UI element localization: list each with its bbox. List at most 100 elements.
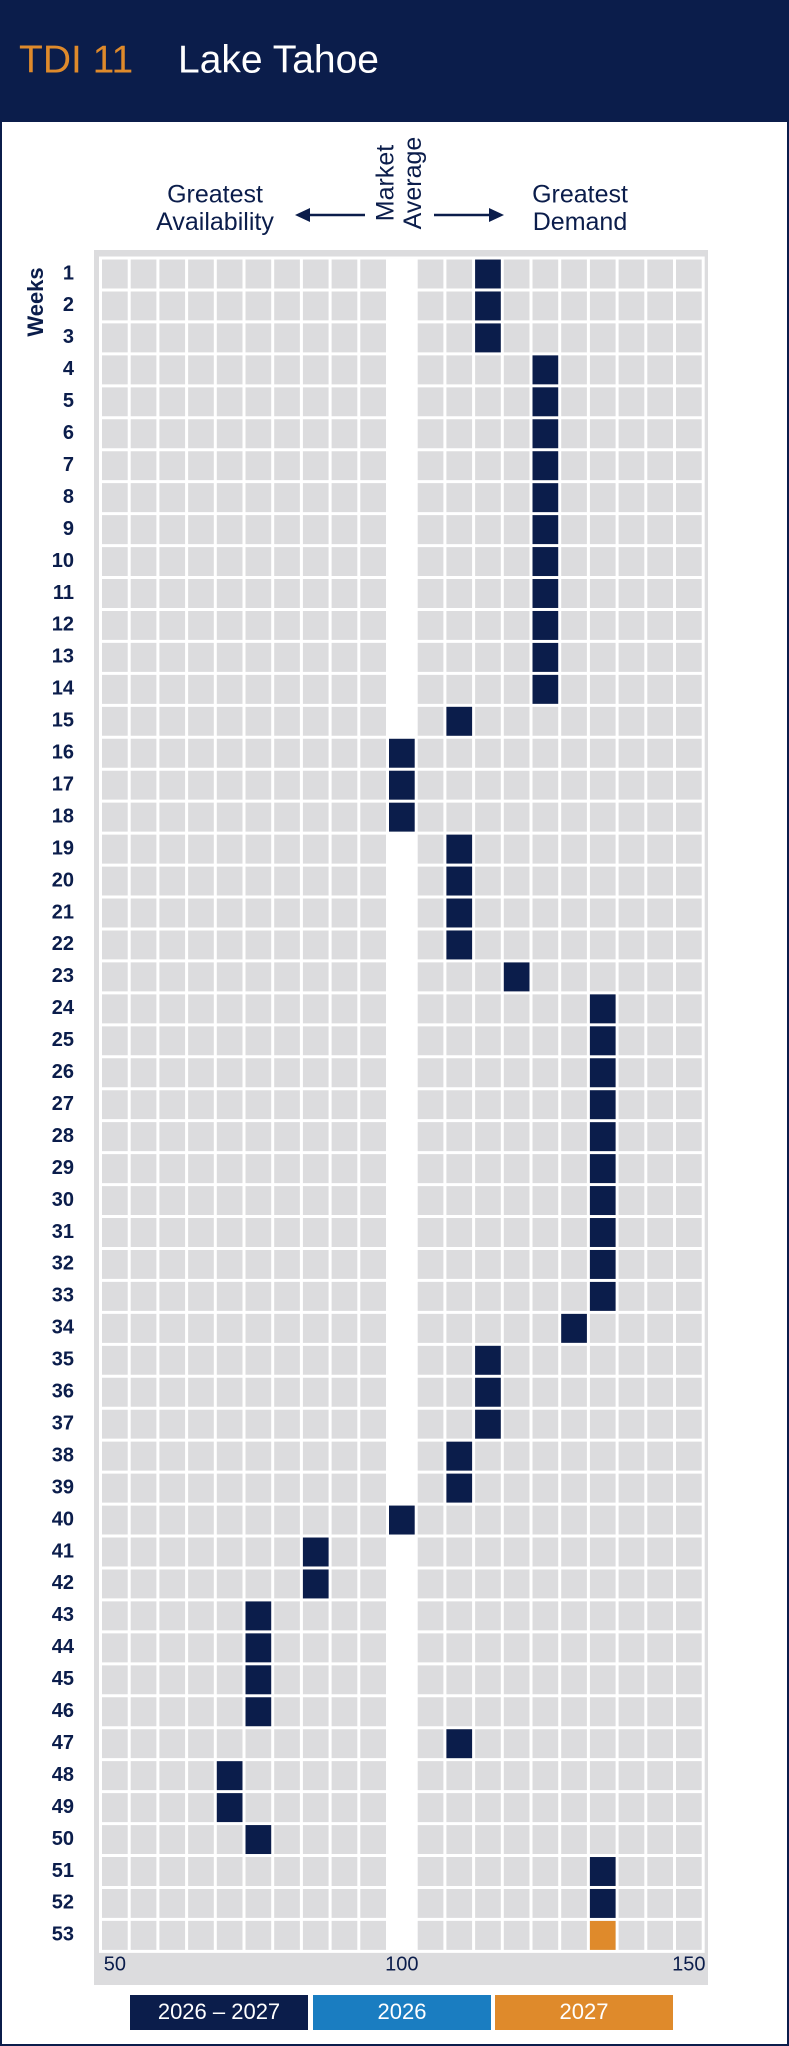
week-marker bbox=[475, 259, 501, 289]
week-marker bbox=[589, 1154, 616, 1184]
legend-label: 2026 – 2027 bbox=[158, 1999, 280, 2024]
y-tick-label: 28 bbox=[52, 1125, 74, 1147]
chart-subtitle: Lake Tahoe bbox=[178, 38, 379, 81]
y-tick-label: 11 bbox=[53, 582, 74, 604]
week-marker bbox=[389, 738, 415, 768]
week-marker bbox=[589, 1122, 616, 1152]
y-tick-label: 27 bbox=[52, 1093, 74, 1115]
y-tick-label: 16 bbox=[52, 742, 74, 764]
week-marker bbox=[532, 515, 559, 545]
y-tick-label: 13 bbox=[52, 646, 74, 668]
week-marker bbox=[216, 1761, 243, 1791]
market-average-column bbox=[387, 258, 417, 1952]
week-marker bbox=[302, 1569, 329, 1599]
week-marker bbox=[503, 962, 530, 992]
y-tick-label: 15 bbox=[52, 710, 74, 732]
y-tick-label: 9 bbox=[63, 518, 74, 540]
y-tick-label: 22 bbox=[52, 933, 74, 955]
arrows bbox=[295, 208, 504, 222]
week-marker bbox=[532, 579, 559, 608]
y-tick-label: 36 bbox=[52, 1381, 74, 1403]
y-tick-label: 52 bbox=[52, 1892, 74, 1914]
legend-swatch bbox=[495, 1995, 673, 2030]
y-tick-label: 19 bbox=[52, 837, 74, 859]
y-tick-label: 41 bbox=[52, 1540, 74, 1562]
y-tick-label: 40 bbox=[52, 1508, 74, 1530]
y-tick-label: 49 bbox=[52, 1796, 74, 1818]
week-marker bbox=[475, 1409, 501, 1439]
y-tick-label: 50 bbox=[52, 1828, 74, 1850]
annotation-center: MarketAverage bbox=[371, 137, 427, 230]
week-marker bbox=[446, 866, 473, 896]
y-tick-label: 30 bbox=[52, 1189, 74, 1211]
chart-title: TDI 11 bbox=[19, 38, 133, 81]
y-tick-label: 45 bbox=[52, 1668, 74, 1690]
header bbox=[0, 0, 789, 121]
y-tick-label: 42 bbox=[52, 1572, 74, 1594]
week-marker bbox=[446, 1729, 473, 1759]
week-marker bbox=[589, 1090, 616, 1120]
week-marker bbox=[532, 419, 559, 449]
y-tick-label: 32 bbox=[52, 1253, 74, 1275]
week-marker bbox=[446, 834, 473, 864]
y-tick-label: 31 bbox=[52, 1221, 74, 1243]
week-marker bbox=[446, 898, 473, 928]
y-tick-label: 39 bbox=[52, 1476, 74, 1498]
week-marker bbox=[475, 1345, 501, 1375]
week-marker bbox=[589, 1218, 616, 1247]
y-tick-label: 1 bbox=[63, 262, 74, 284]
week-marker bbox=[475, 291, 501, 321]
y-tick-label: 23 bbox=[52, 965, 74, 987]
y-tick-label: 2 bbox=[63, 294, 74, 316]
y-tick-label: 7 bbox=[63, 454, 74, 476]
arrow-head bbox=[295, 208, 310, 222]
x-tick-label: 150 bbox=[672, 1953, 705, 1975]
y-tick-label: 3 bbox=[63, 326, 74, 348]
y-tick-label: 14 bbox=[52, 678, 75, 700]
y-tick-label: 29 bbox=[52, 1157, 74, 1179]
week-marker bbox=[532, 355, 559, 385]
legend-label: 2027 bbox=[560, 1999, 609, 2024]
y-tick-label: 44 bbox=[52, 1636, 75, 1658]
week-marker bbox=[446, 1441, 473, 1471]
y-tick-label: 17 bbox=[52, 773, 74, 795]
y-tick-label: 38 bbox=[52, 1444, 74, 1466]
y-tick-label: 34 bbox=[52, 1317, 75, 1339]
week-marker bbox=[532, 483, 559, 513]
week-marker bbox=[589, 1888, 616, 1918]
week-marker bbox=[589, 1857, 616, 1886]
week-marker bbox=[389, 1505, 415, 1535]
week-marker bbox=[216, 1793, 243, 1823]
week-marker bbox=[389, 802, 415, 832]
legend-swatch bbox=[130, 1995, 308, 2030]
annotation-right: Greatest Demand bbox=[532, 180, 628, 236]
y-tick-label: 5 bbox=[63, 390, 74, 412]
y-tick-label: 10 bbox=[52, 550, 74, 572]
week-marker bbox=[475, 1377, 501, 1407]
week-marker bbox=[245, 1825, 272, 1855]
y-tick-label: 53 bbox=[52, 1924, 74, 1946]
week-marker bbox=[446, 1473, 473, 1503]
y-tick-label: 51 bbox=[52, 1860, 74, 1882]
y-tick-label: 20 bbox=[52, 869, 74, 891]
y-tick-label: 8 bbox=[63, 486, 74, 508]
y-tick-label: 43 bbox=[52, 1604, 74, 1626]
week-marker bbox=[589, 1186, 616, 1216]
y-tick-label: 21 bbox=[52, 901, 74, 923]
week-marker bbox=[589, 1058, 616, 1088]
week-marker bbox=[532, 610, 559, 640]
y-tick-label: 25 bbox=[52, 1029, 74, 1051]
week-marker bbox=[245, 1601, 272, 1631]
week-marker bbox=[302, 1537, 329, 1567]
week-marker bbox=[446, 706, 473, 736]
week-marker bbox=[532, 547, 559, 577]
y-tick-label: 18 bbox=[52, 805, 74, 827]
week-marker bbox=[532, 451, 559, 481]
x-tick-label: 100 bbox=[385, 1953, 418, 1975]
week-marker bbox=[245, 1665, 272, 1695]
week-marker bbox=[245, 1633, 272, 1663]
legend-swatch bbox=[313, 1995, 491, 2030]
week-marker bbox=[589, 994, 616, 1024]
y-tick-label: 6 bbox=[63, 422, 74, 444]
